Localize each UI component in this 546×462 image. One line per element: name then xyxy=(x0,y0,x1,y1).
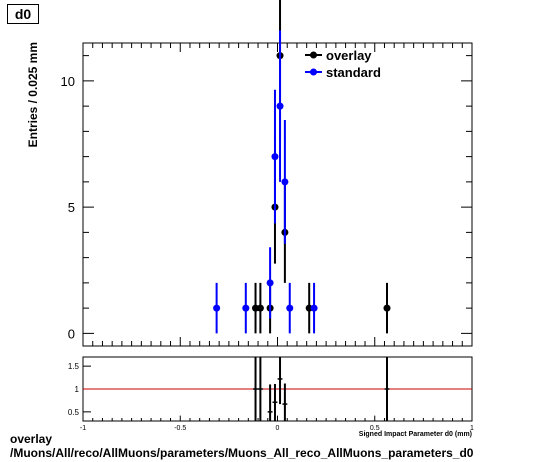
ratio-y-tick-label: 0.5 xyxy=(68,408,80,417)
main-frame-border xyxy=(82,42,473,347)
legend-marker xyxy=(310,68,317,76)
data-point xyxy=(242,304,250,312)
x-tick-label: -0.5 xyxy=(174,425,186,432)
data-point xyxy=(266,279,274,287)
x-tick-label: 0 xyxy=(276,425,280,432)
x-tick-label: 1 xyxy=(470,425,474,432)
ratio-data-points xyxy=(83,357,472,421)
x-tick-label: -1 xyxy=(80,425,86,432)
ratio-y-tick-label: 1 xyxy=(75,385,80,394)
ratio-y-tick-label: 1.5 xyxy=(68,362,80,371)
data-point xyxy=(310,304,318,312)
footer-overlay-label: overlay xyxy=(10,432,53,446)
y-tick-label: 10 xyxy=(61,74,75,89)
footer-path: /Muons/All/reco/AllMuons/parameters/Muon… xyxy=(10,446,474,460)
legend-marker xyxy=(310,51,317,59)
x-axis-label: Signed Impact Parameter d0 (mm) xyxy=(359,431,472,438)
legend-label: standard xyxy=(326,65,381,80)
data-point xyxy=(276,102,284,110)
data-point xyxy=(252,304,260,312)
chart-title: d0 xyxy=(7,4,39,24)
x-tick-label: 0.5 xyxy=(370,425,380,432)
legend-label: overlay xyxy=(326,48,372,63)
y-tick-label: 5 xyxy=(68,200,75,215)
data-point xyxy=(383,304,391,312)
main-data-points xyxy=(213,0,391,334)
y-tick-label: 0 xyxy=(68,326,75,341)
data-point xyxy=(305,304,313,312)
legend: overlay standard xyxy=(305,48,381,80)
data-point xyxy=(213,304,221,312)
data-point xyxy=(286,304,294,312)
y-axis-label: Entries / 0.025 mm xyxy=(26,42,40,147)
data-point xyxy=(256,304,264,312)
data-point xyxy=(281,178,289,186)
main-plot-frame xyxy=(82,42,473,347)
data-point xyxy=(271,153,279,161)
main-axis-ticks: 0 5 10 xyxy=(61,43,473,346)
